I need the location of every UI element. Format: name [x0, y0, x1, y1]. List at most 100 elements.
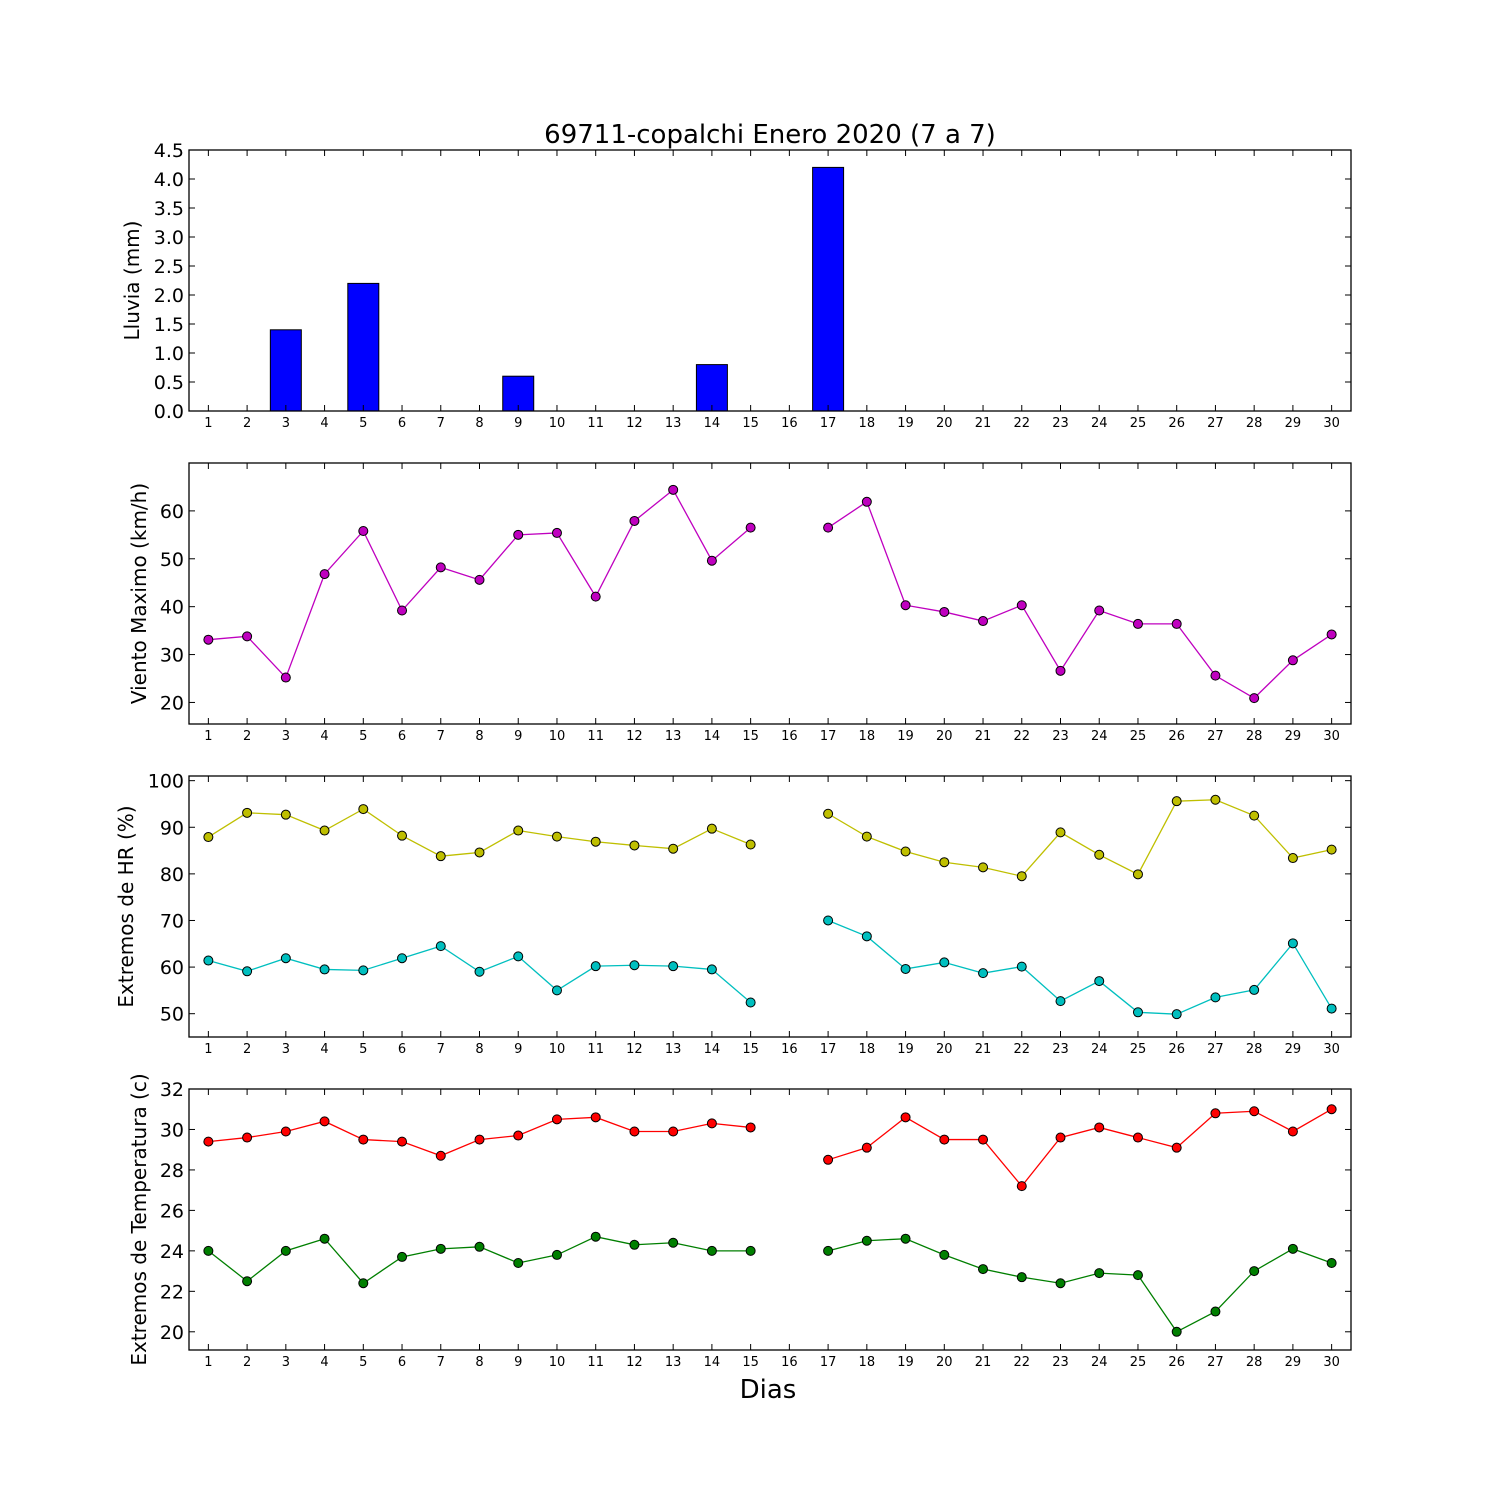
temperature-series-2-point — [706, 1245, 717, 1256]
humidity-x-tick-label: 1 — [204, 1042, 212, 1057]
humidity-x-tick-label: 17 — [820, 1042, 837, 1057]
humidity-series-1-point — [1210, 794, 1221, 805]
temperature-series-2-point — [1287, 1243, 1298, 1254]
humidity-series-1-point — [1171, 796, 1182, 807]
wind-series-1-point — [551, 527, 562, 538]
rainfall-x-tick-label: 16 — [781, 416, 798, 431]
humidity-x-tick-label: 5 — [359, 1042, 367, 1057]
temperature-series-1-point — [900, 1112, 911, 1123]
humidity-series-2-point — [978, 968, 989, 979]
humidity-x-tick-label: 16 — [781, 1042, 798, 1057]
rainfall-x-tick-label: 15 — [742, 416, 759, 431]
temperature-x-tick-label: 7 — [437, 1355, 445, 1370]
rainfall-y-tick-label: 2.0 — [154, 285, 184, 307]
temperature-y-tick-label: 26 — [160, 1200, 184, 1222]
rainfall-x-tick-label: 2 — [243, 416, 251, 431]
wind-series-1-point — [1287, 655, 1298, 666]
wind-series-1-point — [745, 522, 756, 533]
humidity-x-tick-label: 20 — [936, 1042, 953, 1057]
wind-series-1-point — [1016, 600, 1027, 611]
temperature-series-1-point — [590, 1112, 601, 1123]
humidity-series-1-point — [242, 807, 253, 818]
humidity-series-2-point — [1171, 1009, 1182, 1020]
wind-series-1-point — [629, 515, 640, 526]
temperature-y-axis-label: Extremos de Temperatura (c) — [127, 1073, 151, 1365]
wind-series-1-point — [474, 574, 485, 585]
wind-y-tick-label: 30 — [160, 645, 184, 667]
temperature-series-1-point — [939, 1134, 950, 1145]
temperature-series-2-point — [1132, 1270, 1143, 1281]
temperature-x-tick-label: 1 — [204, 1355, 212, 1370]
humidity-x-tick-label: 13 — [665, 1042, 682, 1057]
wind-series-1-point — [1094, 605, 1105, 616]
humidity-series-1-point — [1094, 849, 1105, 860]
wind-x-tick-label: 2 — [243, 729, 251, 744]
humidity-x-tick-label: 28 — [1246, 1042, 1263, 1057]
wind-x-tick-label: 9 — [514, 729, 522, 744]
wind-series-1-point — [397, 605, 408, 616]
rainfall-x-tick-label: 22 — [1013, 416, 1030, 431]
wind-y-tick-label: 20 — [160, 692, 184, 714]
humidity-x-tick-label: 8 — [475, 1042, 483, 1057]
humidity-series-2-point — [242, 966, 253, 977]
humidity-x-tick-label: 25 — [1130, 1042, 1147, 1057]
humidity-x-tick-label: 7 — [437, 1042, 445, 1057]
humidity-series-1-point — [1016, 871, 1027, 882]
temperature-series-1-point — [978, 1134, 989, 1145]
humidity-y-tick-label: 80 — [160, 864, 184, 886]
temperature-x-tick-label: 30 — [1323, 1355, 1340, 1370]
rainfall-x-tick-label: 28 — [1246, 416, 1263, 431]
humidity-series-2-point — [861, 931, 872, 942]
humidity-series-2-point — [823, 915, 834, 926]
humidity-series-1-point — [551, 831, 562, 842]
wind-x-tick-label: 4 — [320, 729, 328, 744]
wind-series-1-point — [1210, 670, 1221, 681]
temperature-series-2-point — [1210, 1306, 1221, 1317]
temperature-series-1-point — [319, 1116, 330, 1127]
temperature-series-2-point — [1249, 1266, 1260, 1277]
temperature-series-1-point — [1287, 1126, 1298, 1137]
temperature-series-1-line — [827, 1108, 1332, 1188]
rainfall-x-tick-label: 1 — [204, 416, 212, 431]
temperature-series-2-point — [358, 1278, 369, 1289]
humidity-panel: 1 2 3 4 5 6 7 8 9 10 11 12 13 14 15 16 17 18 19 20 21 22 23 24 2… — [114, 771, 1352, 1057]
temperature-series-1-point — [1171, 1142, 1182, 1153]
rainfall-y-tick-label: 2.5 — [154, 256, 184, 278]
humidity-series-1-point — [203, 832, 214, 843]
temperature-y-tick-label: 30 — [160, 1119, 184, 1141]
humidity-x-tick-label: 14 — [704, 1042, 721, 1057]
rainfall-x-tick-label: 19 — [897, 416, 914, 431]
temperature-series-2-point — [1326, 1258, 1337, 1268]
rainfall-x-tick-label: 9 — [514, 416, 522, 431]
temperature-series-1-point — [668, 1126, 679, 1137]
temperature-x-tick-label: 23 — [1052, 1355, 1069, 1370]
rainfall-x-tick-label: 7 — [437, 416, 445, 431]
temperature-x-tick-label: 4 — [320, 1355, 328, 1370]
figure-title: 69711-copalchi Enero 2020 (7 a 7) — [544, 120, 996, 150]
humidity-x-tick-label: 3 — [282, 1042, 290, 1057]
rainfall-y-tick-label: 3.5 — [154, 198, 184, 220]
humidity-series-1-point — [706, 823, 717, 834]
humidity-x-tick-label: 30 — [1323, 1042, 1340, 1057]
wind-x-tick-label: 24 — [1091, 729, 1108, 744]
humidity-series-2-point — [513, 951, 524, 962]
wind-x-tick-label: 10 — [549, 729, 566, 744]
humidity-series-2-point — [706, 964, 717, 975]
temperature-series-1-point — [1132, 1132, 1143, 1143]
wind-series-1-point — [242, 631, 253, 642]
temperature-x-tick-label: 6 — [398, 1355, 406, 1370]
chart-panels: 1 2 3 4 5 6 7 8 9 10 11 12 13 14 15 16 17 18 19 20 21 22 23 24 2… — [114, 140, 1352, 1370]
humidity-series-2-point — [1094, 976, 1105, 987]
wind-series-1-point — [978, 616, 989, 627]
temperature-series-1-point — [1210, 1108, 1221, 1119]
temperature-series-2-point — [242, 1276, 253, 1287]
humidity-series-1-point — [1287, 853, 1298, 864]
temperature-series-2-point — [900, 1233, 911, 1244]
rainfall-x-tick-label: 18 — [859, 416, 876, 431]
rainfall-bar — [347, 282, 380, 412]
humidity-series-1-point — [861, 831, 872, 842]
temperature-series-2-point — [590, 1231, 601, 1242]
temperature-series-2-point — [861, 1235, 872, 1246]
temperature-x-tick-label: 20 — [936, 1355, 953, 1370]
humidity-x-tick-label: 24 — [1091, 1042, 1108, 1057]
